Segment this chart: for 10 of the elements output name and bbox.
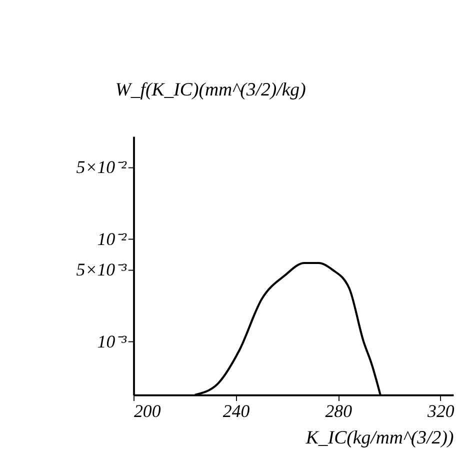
- x-tick-label: 240: [222, 400, 250, 421]
- x-tick-label: 200: [134, 400, 161, 421]
- y-axis-title: W_f(K_IC)(mm^(3/2)/kg): [115, 79, 306, 100]
- x-axis-title: K_IC(kg/mm^(3/2)): [304, 427, 454, 448]
- y-tick-label: 5×10⁻³: [76, 260, 128, 280]
- y-tick-label: 5×10⁻²: [76, 157, 128, 178]
- y-tick-label: 10⁻³: [97, 331, 128, 352]
- x-tick-label: 320: [426, 400, 454, 421]
- x-tick-label: 280: [325, 400, 352, 421]
- y-tick-label: 10⁻²: [97, 228, 128, 249]
